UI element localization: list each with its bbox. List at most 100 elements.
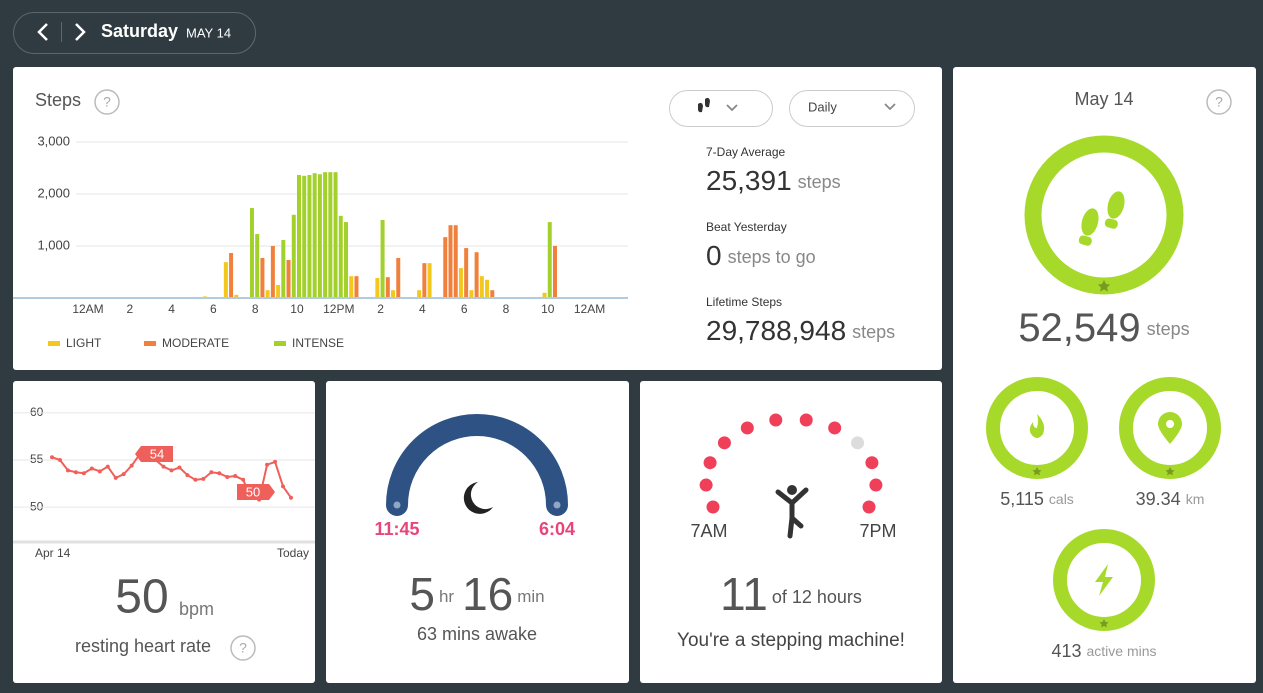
- prev-button[interactable]: [37, 23, 48, 41]
- hourly-start: 7AM: [690, 521, 727, 541]
- bar: [448, 225, 453, 298]
- y-tick-label: 55: [30, 452, 44, 466]
- bar: [255, 234, 260, 298]
- x-label: Apr 14: [35, 546, 71, 560]
- head: [787, 485, 797, 495]
- metric-dropdown[interactable]: [669, 90, 773, 127]
- star: [1099, 619, 1109, 628]
- summary-active: 413 active mins: [1051, 641, 1156, 661]
- bar: [344, 222, 349, 298]
- x-tick-label: 10: [290, 302, 304, 316]
- annotation: 50: [246, 484, 260, 499]
- hour-dot: [851, 436, 865, 450]
- bar: [391, 290, 396, 298]
- heart-point: [281, 484, 286, 489]
- hourly-end: 7PM: [859, 521, 896, 541]
- heart-point: [89, 466, 94, 471]
- x-tick-label: 8: [503, 302, 510, 316]
- x-tick-label: 12AM: [72, 302, 103, 316]
- flame-icon: [1029, 414, 1045, 438]
- summary-date: May 14: [1074, 89, 1133, 109]
- summary-calories: 5,115 cals: [1000, 489, 1074, 509]
- x-tick-label: 8: [252, 302, 259, 316]
- bar: [328, 172, 333, 298]
- x-tick-label: 12PM: [323, 302, 354, 316]
- bar: [485, 279, 490, 298]
- arc-end: [393, 501, 401, 509]
- bar: [291, 214, 296, 298]
- next-button[interactable]: [75, 23, 86, 41]
- bar: [443, 237, 448, 298]
- bar: [427, 263, 432, 298]
- heart-point: [113, 475, 118, 480]
- bar: [547, 222, 552, 298]
- y-tick-label: 3,000: [37, 133, 70, 148]
- minutes-unit: min: [517, 587, 544, 606]
- heart-point: [50, 455, 54, 460]
- period-dropdown[interactable]: [789, 90, 915, 127]
- footprints-icon: [1078, 191, 1125, 246]
- heart-point: [201, 476, 206, 481]
- y-tick-label: 60: [30, 405, 44, 419]
- calories-unit: cals: [1049, 491, 1074, 507]
- y-tick-label: 2,000: [37, 185, 70, 200]
- heart-point: [73, 470, 78, 475]
- help-icon[interactable]: [94, 89, 120, 115]
- bar: [458, 268, 463, 298]
- hour-dot: [799, 413, 813, 427]
- stat-label: 7-Day Average: [706, 145, 785, 159]
- help-icon[interactable]: [230, 635, 256, 661]
- bar: [249, 208, 254, 298]
- heart-point: [65, 468, 70, 473]
- x-label: Today: [277, 546, 309, 560]
- bar: [422, 263, 427, 298]
- bolt-icon: [1095, 564, 1113, 596]
- heart-point: [185, 473, 190, 478]
- annotation-tag: [135, 446, 173, 462]
- pin-icon: [1158, 412, 1182, 444]
- awake: 63 mins awake: [417, 624, 537, 644]
- bar: [323, 172, 328, 298]
- bar: [229, 253, 234, 298]
- bar: [349, 276, 354, 298]
- steps-unit: steps: [1147, 319, 1190, 339]
- active-value: 413: [1051, 641, 1081, 661]
- bar: [474, 252, 479, 298]
- bar: [479, 276, 484, 298]
- legend-swatch: [144, 341, 156, 346]
- sleep-arc: [386, 414, 568, 516]
- bar: [333, 172, 338, 298]
- stat-value: 29,788,948: [706, 315, 846, 346]
- bar: [354, 276, 359, 298]
- bar: [490, 290, 495, 298]
- period-label: Daily: [808, 99, 837, 114]
- count: 11: [720, 568, 768, 620]
- day: Saturday: [101, 21, 178, 41]
- help-text: ?: [103, 94, 111, 110]
- steps-value: 52,549: [1018, 306, 1140, 350]
- hourly-message: You're a stepping machine!: [677, 630, 905, 651]
- help-icon[interactable]: [1206, 89, 1232, 115]
- person-icon: [775, 485, 809, 539]
- x-tick-label: 4: [168, 302, 175, 316]
- date: MAY 14: [186, 25, 231, 40]
- summary-distance: 39.34 km: [1136, 489, 1205, 509]
- steps-icon: [698, 97, 710, 113]
- card-title: Steps: [35, 90, 81, 110]
- bar: [270, 246, 275, 298]
- bar: [469, 290, 474, 298]
- hourly-count: 11 of 12 hours: [720, 568, 862, 620]
- heart-value: 50: [115, 571, 168, 624]
- summary-steps: 52,549 steps: [1018, 306, 1189, 350]
- heart-unit: bpm: [179, 599, 214, 619]
- stat-value: 25,391: [706, 165, 792, 196]
- bar: [234, 294, 239, 298]
- heart-point: [209, 470, 214, 475]
- legend-label: INTENSE: [292, 336, 344, 350]
- heart-point: [81, 471, 86, 476]
- heart-point: [161, 464, 166, 469]
- heart-point: [273, 459, 278, 464]
- distance-unit: km: [1186, 491, 1205, 507]
- heart-point: [105, 464, 110, 469]
